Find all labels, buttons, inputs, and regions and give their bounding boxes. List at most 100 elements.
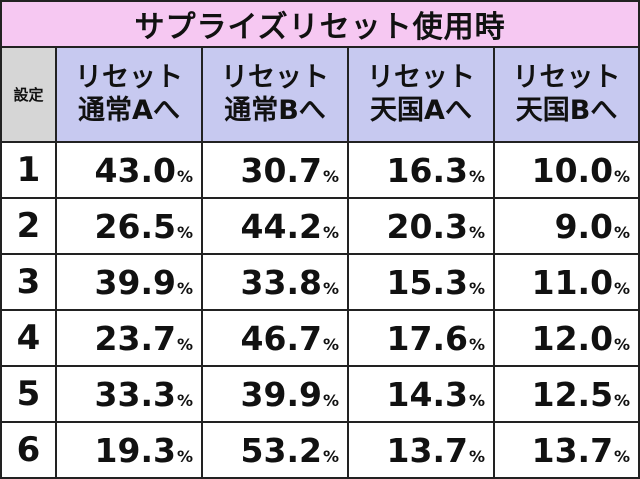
- value-cell: 33.8%: [201, 253, 349, 311]
- table-row: 2 26.5% 44.2% 20.3% 9.0%: [0, 197, 640, 255]
- percent-sign: %: [614, 278, 631, 298]
- value-number: 12.0: [531, 318, 614, 358]
- percent-sign: %: [468, 446, 485, 466]
- value-cell: 14.3%: [347, 365, 495, 423]
- column-header-normal-b: リセット 通常Bへ: [201, 46, 349, 143]
- value-cell: 9.0%: [492, 197, 640, 255]
- percent-sign: %: [176, 446, 193, 466]
- header-row: 設定 リセット 通常Aへ リセット 通常Bへ リセット 天国Aへ リセット 天国…: [0, 46, 640, 143]
- value-number: 20.3: [386, 206, 468, 246]
- value-cell: 19.3%: [55, 421, 203, 479]
- value-cell: 12.0%: [492, 309, 640, 367]
- value-cell: 43.0%: [55, 141, 203, 199]
- setting-cell: 3: [0, 253, 57, 311]
- value-number: 10.0: [531, 150, 614, 190]
- value-cell: 16.3%: [347, 141, 495, 199]
- value-cell: 23.7%: [55, 309, 203, 367]
- percent-sign: %: [468, 166, 485, 186]
- percent-sign: %: [468, 222, 485, 242]
- value-cell: 39.9%: [55, 253, 203, 311]
- value-number: 16.3: [386, 150, 468, 190]
- value-number: 39.9: [240, 374, 322, 414]
- value-number: 53.2: [240, 430, 322, 470]
- table-row: 5 33.3% 39.9% 14.3% 12.5%: [0, 365, 640, 423]
- table-row: 3 39.9% 33.8% 15.3% 11.0%: [0, 253, 640, 311]
- column-header-line2: 通常Aへ: [78, 94, 180, 126]
- value-cell: 44.2%: [201, 197, 349, 255]
- value-cell: 13.7%: [347, 421, 495, 479]
- value-number: 39.9: [94, 262, 176, 302]
- column-header-heaven-b: リセット 天国Bへ: [492, 46, 640, 143]
- percent-sign: %: [322, 334, 339, 354]
- value-number: 44.2: [240, 206, 322, 246]
- value-number: 14.3: [386, 374, 468, 414]
- percent-sign: %: [468, 390, 485, 410]
- percent-sign: %: [322, 166, 339, 186]
- percent-sign: %: [322, 446, 339, 466]
- value-number: 43.0: [94, 150, 176, 190]
- value-cell: 53.2%: [201, 421, 349, 479]
- value-number: 13.7: [531, 430, 614, 470]
- column-header-line1: リセット: [367, 61, 475, 93]
- table-row: 1 43.0% 30.7% 16.3% 10.0%: [0, 141, 640, 199]
- value-cell: 12.5%: [492, 365, 640, 423]
- column-header-line1: リセット: [221, 61, 329, 93]
- value-number: 12.5: [531, 374, 614, 414]
- setting-cell: 6: [0, 421, 57, 479]
- percent-sign: %: [176, 166, 193, 186]
- value-number: 26.5: [94, 206, 176, 246]
- percent-sign: %: [176, 222, 193, 242]
- value-number: 30.7: [240, 150, 322, 190]
- value-number: 19.3: [94, 430, 176, 470]
- value-number: 33.8: [240, 262, 322, 302]
- value-cell: 30.7%: [201, 141, 349, 199]
- percent-sign: %: [614, 166, 631, 186]
- setting-cell: 1: [0, 141, 57, 199]
- value-number: 11.0: [531, 262, 614, 302]
- value-cell: 17.6%: [347, 309, 495, 367]
- value-cell: 39.9%: [201, 365, 349, 423]
- setting-cell: 4: [0, 309, 57, 367]
- value-number: 15.3: [386, 262, 468, 302]
- percent-sign: %: [468, 278, 485, 298]
- table-title: サプライズリセット使用時: [0, 0, 640, 48]
- percent-sign: %: [322, 278, 339, 298]
- value-cell: 46.7%: [201, 309, 349, 367]
- percent-sign: %: [176, 278, 193, 298]
- value-cell: 15.3%: [347, 253, 495, 311]
- value-number: 13.7: [386, 430, 468, 470]
- percent-sign: %: [614, 334, 631, 354]
- value-cell: 13.7%: [492, 421, 640, 479]
- percent-sign: %: [176, 334, 193, 354]
- value-cell: 33.3%: [55, 365, 203, 423]
- value-number: 23.7: [94, 318, 176, 358]
- value-cell: 20.3%: [347, 197, 495, 255]
- setting-cell: 2: [0, 197, 57, 255]
- table-row: 4 23.7% 46.7% 17.6% 12.0%: [0, 309, 640, 367]
- title-row: サプライズリセット使用時: [0, 0, 640, 48]
- value-number: 46.7: [240, 318, 322, 358]
- percent-sign: %: [468, 334, 485, 354]
- percent-sign: %: [614, 390, 631, 410]
- column-header-heaven-a: リセット 天国Aへ: [347, 46, 495, 143]
- percent-sign: %: [614, 446, 631, 466]
- table-row: 6 19.3% 53.2% 13.7% 13.7%: [0, 421, 640, 479]
- percent-sign: %: [614, 222, 631, 242]
- column-header-normal-a: リセット 通常Aへ: [55, 46, 203, 143]
- value-cell: 10.0%: [492, 141, 640, 199]
- value-number: 33.3: [94, 374, 176, 414]
- value-cell: 26.5%: [55, 197, 203, 255]
- percent-sign: %: [322, 390, 339, 410]
- column-header-line2: 天国Bへ: [515, 94, 618, 126]
- percent-sign: %: [176, 390, 193, 410]
- column-header-line2: 天国Aへ: [370, 94, 472, 126]
- column-header-line1: リセット: [512, 61, 621, 93]
- percent-sign: %: [322, 222, 339, 242]
- column-header-line1: リセット: [75, 61, 183, 93]
- column-header-line2: 通常Bへ: [224, 94, 326, 126]
- value-cell: 11.0%: [492, 253, 640, 311]
- setting-column-header: 設定: [0, 46, 57, 143]
- value-number: 9.0: [554, 206, 614, 246]
- value-number: 17.6: [386, 318, 468, 358]
